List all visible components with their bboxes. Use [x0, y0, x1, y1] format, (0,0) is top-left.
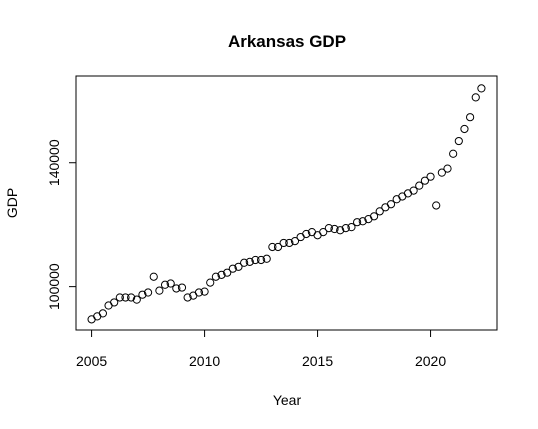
- point: [386, 200, 396, 209]
- point: [347, 223, 356, 232]
- point: [443, 164, 452, 173]
- point: [143, 288, 153, 297]
- x-axis-label: Year: [273, 392, 302, 408]
- point: [206, 278, 215, 287]
- point: [409, 186, 418, 195]
- point: [223, 268, 232, 277]
- point: [138, 290, 147, 299]
- point: [234, 262, 243, 271]
- y-tick-label: 100000: [46, 263, 62, 310]
- point: [324, 223, 333, 233]
- point: [256, 255, 266, 265]
- point: [177, 283, 187, 292]
- point: [217, 270, 226, 279]
- point: [420, 176, 430, 185]
- point: [358, 217, 367, 226]
- point: [302, 229, 311, 239]
- point: [149, 272, 158, 281]
- point: [426, 172, 435, 181]
- point: [166, 279, 175, 288]
- x-tick-label: 2020: [415, 353, 446, 369]
- point: [200, 287, 209, 296]
- point: [415, 181, 424, 190]
- point: [336, 226, 345, 235]
- point: [454, 136, 463, 146]
- plot-box: [75, 75, 498, 331]
- y-axis-label: GDP: [4, 188, 20, 218]
- point: [466, 113, 475, 122]
- point: [245, 257, 254, 266]
- point: [262, 254, 271, 263]
- point: [432, 201, 441, 210]
- point: [460, 124, 469, 134]
- x-tick-label: 2005: [76, 353, 107, 369]
- point: [471, 93, 480, 102]
- point: [121, 293, 130, 302]
- point: [268, 242, 277, 252]
- point: [194, 288, 204, 297]
- point: [172, 284, 181, 293]
- point: [228, 264, 237, 273]
- y-tick-label: 140000: [46, 139, 62, 186]
- point: [211, 272, 220, 281]
- point: [251, 255, 260, 265]
- point: [375, 207, 384, 216]
- x-tick-label: 2010: [189, 353, 220, 369]
- point: [240, 258, 249, 267]
- point: [127, 293, 136, 302]
- point: [477, 84, 486, 93]
- point: [183, 293, 192, 302]
- point: [330, 224, 339, 234]
- point: [290, 237, 300, 246]
- point: [319, 228, 328, 237]
- point: [369, 212, 379, 221]
- point: [98, 309, 107, 318]
- point: [285, 238, 294, 248]
- point: [132, 295, 141, 304]
- point: [279, 238, 288, 248]
- point: [341, 223, 350, 233]
- point: [273, 242, 283, 252]
- point: [115, 293, 124, 302]
- point: [110, 298, 119, 307]
- point: [353, 218, 362, 227]
- point: [160, 280, 170, 289]
- x-tick-label: 2015: [302, 353, 333, 369]
- point: [155, 286, 164, 295]
- chart-title: Arkansas GDP: [228, 32, 346, 51]
- point: [449, 149, 458, 158]
- point: [437, 168, 446, 177]
